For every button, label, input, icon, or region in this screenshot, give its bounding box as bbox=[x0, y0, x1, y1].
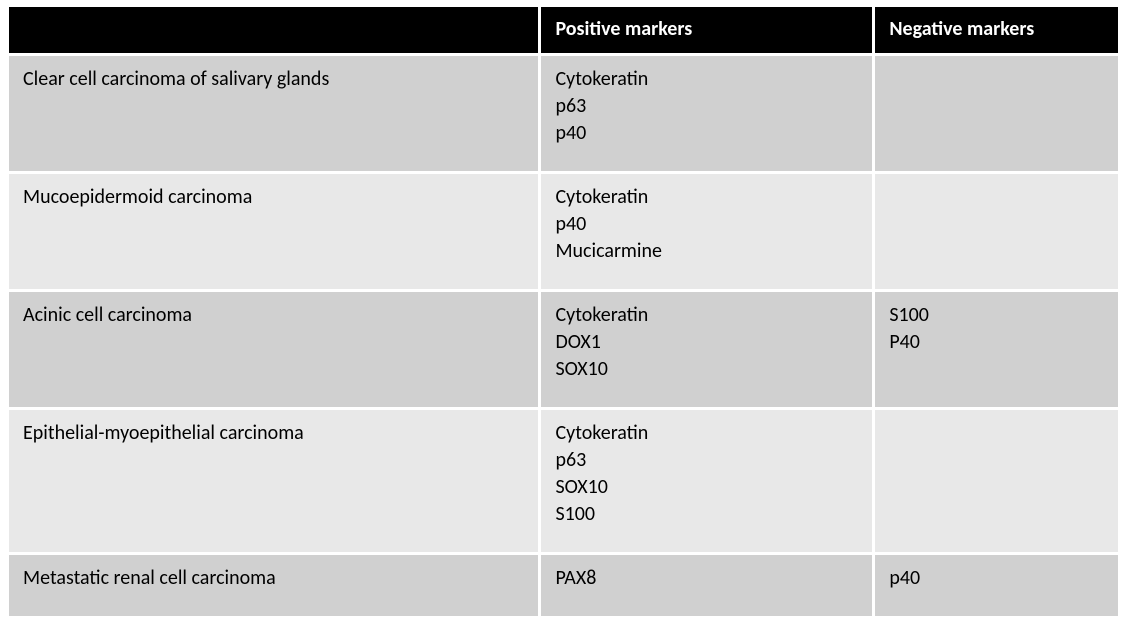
marker: S100 bbox=[889, 302, 1104, 329]
table-header-row: Positive markers Negative markers bbox=[9, 7, 1118, 53]
row-name: Clear cell carcinoma of salivary glands bbox=[9, 56, 538, 171]
markers-table: Positive markers Negative markers Clear … bbox=[6, 4, 1121, 619]
table-row: Epithelial-myoepithelial carcinoma Cytok… bbox=[9, 410, 1118, 552]
col-header-negative: Negative markers bbox=[875, 7, 1118, 53]
table-row: Acinic cell carcinoma Cytokeratin DOX1 S… bbox=[9, 292, 1118, 407]
marker: p40 bbox=[555, 211, 858, 238]
marker: P40 bbox=[889, 329, 1104, 356]
row-name: Mucoepidermoid carcinoma bbox=[9, 174, 538, 289]
marker: Mucicarmine bbox=[555, 238, 858, 265]
row-negative: S100 P40 bbox=[875, 292, 1118, 407]
col-header-positive: Positive markers bbox=[541, 7, 872, 53]
marker: Cytokeratin bbox=[555, 184, 858, 211]
table-row: Clear cell carcinoma of salivary glands … bbox=[9, 56, 1118, 171]
row-negative: p40 bbox=[875, 555, 1118, 616]
row-name: Acinic cell carcinoma bbox=[9, 292, 538, 407]
table-row: Mucoepidermoid carcinoma Cytokeratin p40… bbox=[9, 174, 1118, 289]
col-header-empty bbox=[9, 7, 538, 53]
row-name: Metastatic renal cell carcinoma bbox=[9, 555, 538, 616]
marker: Cytokeratin bbox=[555, 66, 858, 93]
table-body: Clear cell carcinoma of salivary glands … bbox=[9, 56, 1118, 616]
row-positive: Cytokeratin DOX1 SOX10 bbox=[541, 292, 872, 407]
row-positive: Cytokeratin p40 Mucicarmine bbox=[541, 174, 872, 289]
marker: p40 bbox=[555, 120, 858, 147]
marker: PAX8 bbox=[555, 565, 858, 592]
marker: p63 bbox=[555, 447, 858, 474]
row-positive: Cytokeratin p63 p40 bbox=[541, 56, 872, 171]
marker: SOX10 bbox=[555, 474, 858, 501]
marker: Cytokeratin bbox=[555, 302, 858, 329]
marker: p40 bbox=[889, 565, 1104, 592]
marker: S100 bbox=[555, 501, 858, 528]
marker: SOX10 bbox=[555, 356, 858, 383]
row-name: Epithelial-myoepithelial carcinoma bbox=[9, 410, 538, 552]
marker: p63 bbox=[555, 93, 858, 120]
table-row: Metastatic renal cell carcinoma PAX8 p40 bbox=[9, 555, 1118, 616]
row-positive: PAX8 bbox=[541, 555, 872, 616]
marker: DOX1 bbox=[555, 329, 858, 356]
marker: Cytokeratin bbox=[555, 420, 858, 447]
row-negative bbox=[875, 56, 1118, 171]
row-positive: Cytokeratin p63 SOX10 S100 bbox=[541, 410, 872, 552]
row-negative bbox=[875, 410, 1118, 552]
row-negative bbox=[875, 174, 1118, 289]
